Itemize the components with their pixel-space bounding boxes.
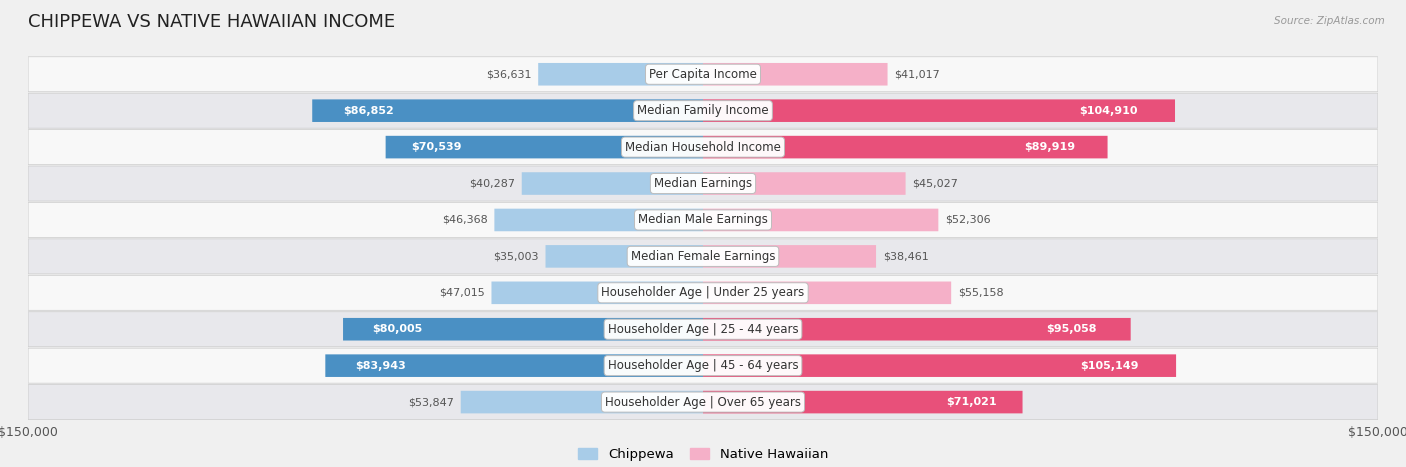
Text: $55,158: $55,158 <box>957 288 1004 298</box>
FancyBboxPatch shape <box>546 245 703 268</box>
FancyBboxPatch shape <box>703 318 1130 340</box>
Legend: Chippewa, Native Hawaiian: Chippewa, Native Hawaiian <box>578 448 828 461</box>
Text: $38,461: $38,461 <box>883 251 928 262</box>
FancyBboxPatch shape <box>703 99 1175 122</box>
FancyBboxPatch shape <box>492 282 703 304</box>
Text: Householder Age | Over 65 years: Householder Age | Over 65 years <box>605 396 801 409</box>
FancyBboxPatch shape <box>312 99 703 122</box>
FancyBboxPatch shape <box>495 209 703 231</box>
FancyBboxPatch shape <box>28 93 1378 128</box>
FancyBboxPatch shape <box>28 166 1378 201</box>
FancyBboxPatch shape <box>28 130 1378 164</box>
Text: $36,631: $36,631 <box>486 69 531 79</box>
Text: $41,017: $41,017 <box>894 69 941 79</box>
FancyBboxPatch shape <box>343 318 703 340</box>
Text: $86,852: $86,852 <box>343 106 394 116</box>
FancyBboxPatch shape <box>522 172 703 195</box>
Text: $40,287: $40,287 <box>470 178 515 189</box>
Text: Median Female Earnings: Median Female Earnings <box>631 250 775 263</box>
Text: $45,027: $45,027 <box>912 178 959 189</box>
Text: Source: ZipAtlas.com: Source: ZipAtlas.com <box>1274 16 1385 26</box>
Text: Householder Age | 25 - 44 years: Householder Age | 25 - 44 years <box>607 323 799 336</box>
Text: CHIPPEWA VS NATIVE HAWAIIAN INCOME: CHIPPEWA VS NATIVE HAWAIIAN INCOME <box>28 13 395 30</box>
FancyBboxPatch shape <box>28 276 1378 310</box>
Text: $46,368: $46,368 <box>441 215 488 225</box>
Text: Per Capita Income: Per Capita Income <box>650 68 756 81</box>
FancyBboxPatch shape <box>28 239 1378 274</box>
Text: $52,306: $52,306 <box>945 215 991 225</box>
Text: $95,058: $95,058 <box>1046 324 1097 334</box>
Text: $70,539: $70,539 <box>411 142 461 152</box>
Text: Median Household Income: Median Household Income <box>626 141 780 154</box>
Text: $80,005: $80,005 <box>371 324 422 334</box>
Text: Householder Age | Under 25 years: Householder Age | Under 25 years <box>602 286 804 299</box>
FancyBboxPatch shape <box>28 57 1378 92</box>
Text: $35,003: $35,003 <box>494 251 538 262</box>
FancyBboxPatch shape <box>28 348 1378 383</box>
Text: $53,847: $53,847 <box>408 397 454 407</box>
FancyBboxPatch shape <box>461 391 703 413</box>
FancyBboxPatch shape <box>538 63 703 85</box>
FancyBboxPatch shape <box>703 282 952 304</box>
Text: Median Family Income: Median Family Income <box>637 104 769 117</box>
Text: $104,910: $104,910 <box>1078 106 1137 116</box>
Text: $89,919: $89,919 <box>1024 142 1076 152</box>
FancyBboxPatch shape <box>28 203 1378 237</box>
Text: Median Earnings: Median Earnings <box>654 177 752 190</box>
Text: $71,021: $71,021 <box>946 397 997 407</box>
FancyBboxPatch shape <box>703 354 1175 377</box>
FancyBboxPatch shape <box>28 312 1378 347</box>
Text: $47,015: $47,015 <box>439 288 485 298</box>
FancyBboxPatch shape <box>703 209 938 231</box>
Text: Householder Age | 45 - 64 years: Householder Age | 45 - 64 years <box>607 359 799 372</box>
Text: $105,149: $105,149 <box>1080 361 1139 371</box>
FancyBboxPatch shape <box>385 136 703 158</box>
FancyBboxPatch shape <box>703 245 876 268</box>
FancyBboxPatch shape <box>28 385 1378 419</box>
FancyBboxPatch shape <box>703 172 905 195</box>
FancyBboxPatch shape <box>703 391 1022 413</box>
Text: Median Male Earnings: Median Male Earnings <box>638 213 768 226</box>
FancyBboxPatch shape <box>703 136 1108 158</box>
FancyBboxPatch shape <box>325 354 703 377</box>
FancyBboxPatch shape <box>703 63 887 85</box>
Text: $83,943: $83,943 <box>356 361 406 371</box>
